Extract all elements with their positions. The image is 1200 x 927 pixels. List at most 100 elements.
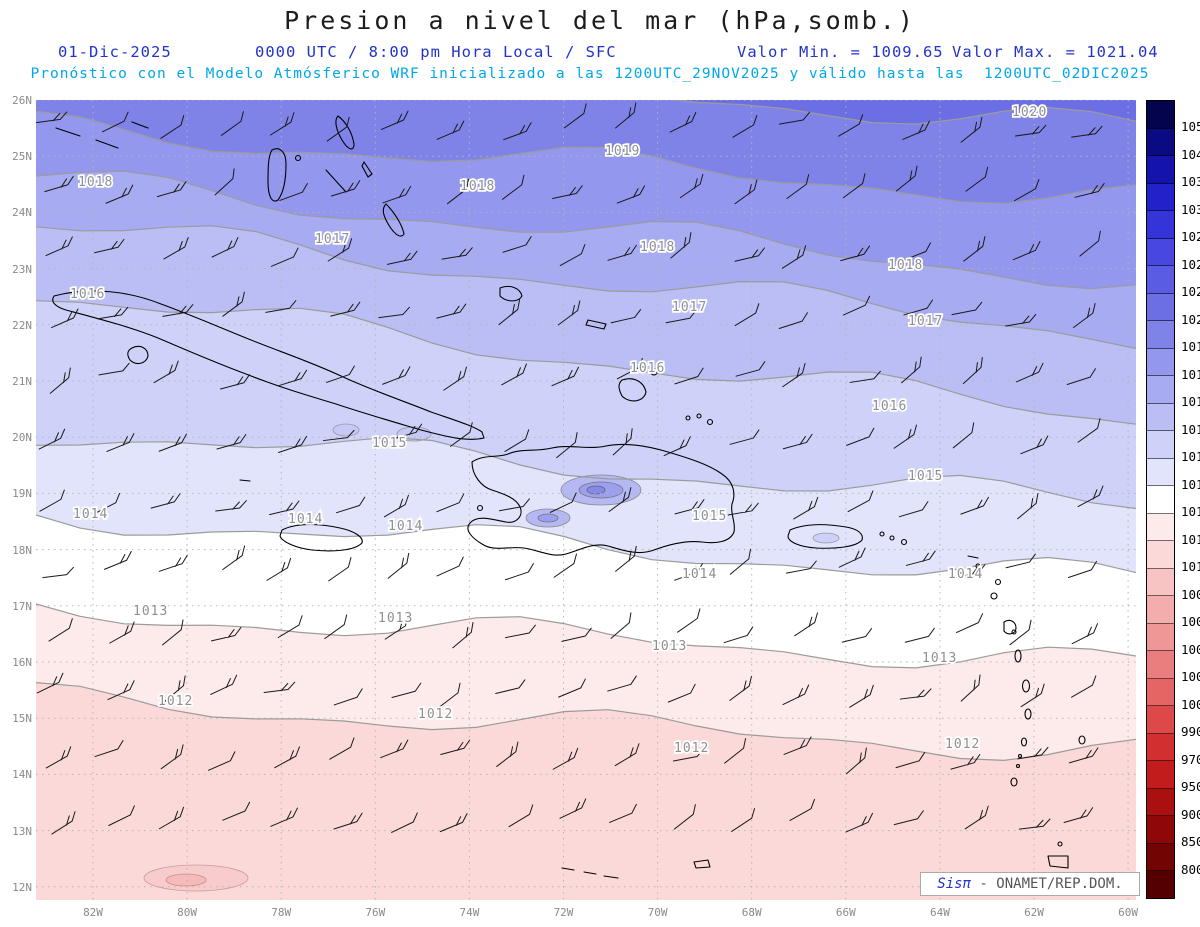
isobar-label: 1012 xyxy=(158,694,193,709)
colorbar-segment xyxy=(1147,486,1174,514)
colorbar-tick-label: 1002 xyxy=(1181,669,1200,685)
colorbar-tick-label: 1017 xyxy=(1181,394,1200,410)
lat-tick-label: 19N xyxy=(12,487,32,501)
isobar-label: 1012 xyxy=(674,741,709,756)
lat-tick-label: 21N xyxy=(12,375,32,388)
colorbar-segment xyxy=(1147,128,1174,157)
lat-tick-label: 18N xyxy=(12,543,32,557)
colorbar-segment xyxy=(1147,568,1174,597)
colorbar-segment xyxy=(1147,211,1174,239)
isobar-label: 1013 xyxy=(378,611,413,626)
isobar-label: 1015 xyxy=(372,436,407,451)
colorbar-tick-label: 990 xyxy=(1181,724,1200,740)
colorbar-tick-label: 1012 xyxy=(1181,531,1200,547)
colorbar-segment xyxy=(1147,266,1174,294)
isobar-label: 1019 xyxy=(605,144,640,159)
colorbar-tick-label: 1006 xyxy=(1181,614,1200,630)
forecast-validity: 0000 UTC / 8:00 pm Hora Local / SFC xyxy=(255,43,617,61)
value-min-label: Valor Min. = 1009.65 xyxy=(737,43,944,61)
lon-tick-label: 70W xyxy=(647,906,668,919)
isobar-label: 1015 xyxy=(692,509,727,524)
colorbar-segment xyxy=(1147,541,1174,569)
lon-tick-label: 74W xyxy=(459,906,480,919)
colorbar-tick-label: 1008 xyxy=(1181,586,1200,602)
lat-tick-label: 15N xyxy=(12,712,32,726)
colorbar-tick-label: 1028 xyxy=(1181,229,1200,245)
graticule-grid xyxy=(36,100,1136,900)
isobar-label: 1014 xyxy=(288,512,323,527)
colorbar-segment xyxy=(1147,816,1174,844)
isobar-label: 1017 xyxy=(315,232,350,247)
colorbar-tick-label: 1015 xyxy=(1181,449,1200,465)
watermark-box: Sisπ - ONAMET/REP.DOM. xyxy=(920,872,1140,896)
colorbar-tick-label: 1020 xyxy=(1181,311,1200,327)
model-init-line: Pronóstico con el Modelo Atmósferico WRF… xyxy=(30,66,1150,82)
colorbar-segment xyxy=(1147,871,1174,898)
local-pressure-blobs xyxy=(143,423,840,892)
onamet-credit: - ONAMET/REP.DOM. xyxy=(971,876,1123,892)
lon-tick-label: 82W xyxy=(83,906,103,919)
lon-tick-label: 62W xyxy=(1024,906,1044,919)
isobar-label: 1014 xyxy=(73,507,108,522)
colorbar-segment xyxy=(1147,706,1174,734)
isobar-label: 1013 xyxy=(652,639,687,654)
lat-tick-label: 13N xyxy=(12,824,32,838)
colorbar-tick-label: 1025 xyxy=(1181,256,1200,272)
colorbar-tick-label: 900 xyxy=(1181,806,1200,822)
colorbar-segment xyxy=(1147,513,1174,542)
lon-tick-label: 78W xyxy=(271,906,292,919)
colorbar-segment xyxy=(1147,678,1174,707)
colorbar-segment xyxy=(1147,843,1174,872)
colorbar-tick-label: 1040 xyxy=(1181,146,1200,162)
colorbar-tick-label: 1018 xyxy=(1181,366,1200,382)
isobar-label: 1012 xyxy=(418,707,453,722)
lon-tick-label: 64W xyxy=(929,906,950,919)
lon-tick-label: 72W xyxy=(553,906,574,919)
colorbar-tick-label: 1014 xyxy=(1181,476,1200,492)
lat-tick-label: 17N xyxy=(12,599,32,613)
isobar-label: 1013 xyxy=(922,651,957,666)
lat-tick-label: 24N xyxy=(12,206,32,220)
colorbar-tick-label: 1010 xyxy=(1181,559,1200,575)
colorbar-segment xyxy=(1147,733,1174,762)
colorbar-segment xyxy=(1147,431,1174,459)
isobar-label: 1016 xyxy=(630,361,665,376)
isobar-label: 1016 xyxy=(872,399,907,414)
lat-tick-label: 20N xyxy=(12,431,32,445)
colorbar-tick-label: 1030 xyxy=(1181,201,1200,217)
colorbar-segment xyxy=(1147,788,1174,817)
isobar-label: 1017 xyxy=(908,314,943,329)
colorbar-tick-label: 1019 xyxy=(1181,339,1200,355)
pressure-map: 1020 1019 1018 1018 1018 1018 1017 1017 1017 1016… xyxy=(36,100,1136,900)
forecast-date: 01-Dic-2025 xyxy=(58,43,172,61)
isobar-label: 1012 xyxy=(945,737,980,752)
isobar-label: 1018 xyxy=(460,179,495,194)
colorbar-tick-label: 1016 xyxy=(1181,421,1200,437)
colorbar-tick-label: 1035 xyxy=(1181,174,1200,190)
isobar-label: 1013 xyxy=(133,604,168,619)
lat-tick-label: 12N xyxy=(12,880,32,894)
colorbar-segment xyxy=(1147,321,1174,349)
colorbar-tick-label: 1050 xyxy=(1181,119,1200,135)
lat-tick-label: 22N xyxy=(12,318,32,332)
isobar-label: 1016 xyxy=(70,287,105,302)
colorbar-segment xyxy=(1147,596,1174,624)
colorbar-segment xyxy=(1147,458,1174,487)
isobar-label: 1018 xyxy=(78,175,113,190)
isobar-value-labels: 1020 1019 1018 1018 1018 1018 1017 1017 1017 1016… xyxy=(68,103,1048,758)
isobar-label: 1018 xyxy=(640,240,675,255)
lon-tick-label: 80W xyxy=(177,906,198,919)
colorbar-segment xyxy=(1147,293,1174,322)
value-max-label: Valor Max. = 1021.04 xyxy=(952,43,1159,61)
isobar-label: 1014 xyxy=(682,567,717,582)
colorbar-segment xyxy=(1147,651,1174,679)
isobar-label: 1014 xyxy=(388,519,423,534)
isobar-label: 1017 xyxy=(672,300,707,315)
colorbar-segment xyxy=(1147,403,1174,432)
lon-tick-label: 68W xyxy=(741,906,762,919)
chart-title: Presion a nivel del mar (hPa,somb.) xyxy=(284,6,916,35)
colorbar-tick-label: 950 xyxy=(1181,779,1200,795)
colorbar-segment xyxy=(1147,623,1174,652)
colorbar-tick-label: 1022 xyxy=(1181,284,1200,300)
